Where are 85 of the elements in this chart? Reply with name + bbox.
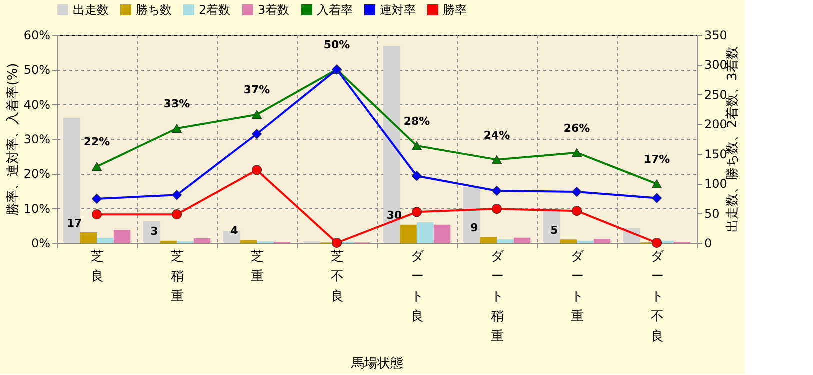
point <box>492 186 502 196</box>
y2-tick-label: 300 <box>704 58 728 72</box>
bar <box>514 238 531 244</box>
y2-tick-label: 150 <box>704 147 728 162</box>
bar <box>497 240 514 244</box>
legend-label: 勝ち数 <box>136 3 172 17</box>
x-tick-label: 芝良 <box>91 250 104 284</box>
y-tick-label: 10% <box>24 202 50 216</box>
data-label: 3 <box>150 225 158 238</box>
data-label: 22% <box>84 136 110 149</box>
point <box>92 162 102 172</box>
point <box>652 193 662 204</box>
point <box>252 165 262 176</box>
y2-tick-label: 100 <box>704 177 728 192</box>
point <box>412 142 422 150</box>
data-label: 28% <box>404 114 430 128</box>
bar <box>114 230 131 244</box>
bar <box>560 240 577 244</box>
bar <box>80 232 97 244</box>
data-label: 24% <box>484 128 510 142</box>
point <box>172 210 182 220</box>
data-label: 30 <box>386 209 402 222</box>
bar <box>63 118 80 244</box>
data-label: 5 <box>550 224 558 238</box>
data-label: 50% <box>324 38 350 52</box>
x-axis-title: 馬場状態 <box>350 356 404 372</box>
bar <box>97 238 114 244</box>
y-tick-label: 40% <box>24 98 50 112</box>
point <box>492 204 502 214</box>
data-label: 37% <box>244 84 270 97</box>
x-tick-label: ダート不良 <box>651 250 665 344</box>
data-label: 26% <box>564 122 590 135</box>
y-tick-label: 20% <box>24 167 50 182</box>
point <box>652 180 662 188</box>
bar <box>417 222 434 244</box>
point <box>172 124 182 134</box>
data-label: 33% <box>164 98 190 111</box>
bar <box>594 239 611 244</box>
point <box>332 238 342 248</box>
y-tick-label: 60% <box>24 28 50 42</box>
point <box>92 210 102 220</box>
legend-label: 出走数 <box>73 3 109 17</box>
x-tick-label: ダート稍重 <box>491 250 505 344</box>
bar <box>383 46 400 244</box>
y-tick-label: 0% <box>31 236 50 250</box>
legend-label: 勝率 <box>443 3 467 17</box>
y2-tick-label: 250 <box>704 88 728 102</box>
x-tick-label: ダート重 <box>571 250 585 324</box>
legend-label: 2着数 <box>199 3 231 17</box>
point <box>652 238 662 248</box>
y2-tick-label: 350 <box>704 28 728 42</box>
point <box>572 206 582 216</box>
point <box>92 194 102 204</box>
data-label: 17% <box>644 153 670 166</box>
y-tick-label: 50% <box>24 63 50 78</box>
legend-label: 連対率 <box>380 3 416 17</box>
legend-label: 入着率 <box>317 3 353 17</box>
data-label: 4 <box>230 224 239 238</box>
bar <box>400 224 417 244</box>
x-tick-label: 芝稍重 <box>171 250 184 304</box>
point <box>572 148 582 158</box>
bar <box>434 224 451 244</box>
y-axis-title: 勝率、連対率、入着率(%) <box>4 63 21 216</box>
y2-tick-label: 50 <box>704 206 720 221</box>
bar <box>543 210 560 244</box>
y2-tick-label: 200 <box>704 118 728 132</box>
bar <box>463 187 480 244</box>
x-tick-label: ダート良 <box>411 250 425 324</box>
y-tick-label: 30% <box>24 132 50 146</box>
point <box>572 186 582 198</box>
bar <box>240 240 257 244</box>
point <box>412 207 422 218</box>
y2-tick-label: 0 <box>704 236 712 250</box>
x-tick-label: 芝不良 <box>331 250 344 304</box>
legend-label: 3着数 <box>258 3 290 17</box>
point <box>252 110 262 120</box>
data-label: 17 <box>66 216 82 230</box>
data-label: 9 <box>470 222 478 235</box>
point <box>252 129 262 140</box>
point <box>172 190 182 200</box>
point <box>492 155 502 164</box>
x-tick-label: 芝重 <box>251 250 264 284</box>
point <box>412 171 422 182</box>
bar <box>480 237 497 244</box>
bar <box>194 238 211 244</box>
